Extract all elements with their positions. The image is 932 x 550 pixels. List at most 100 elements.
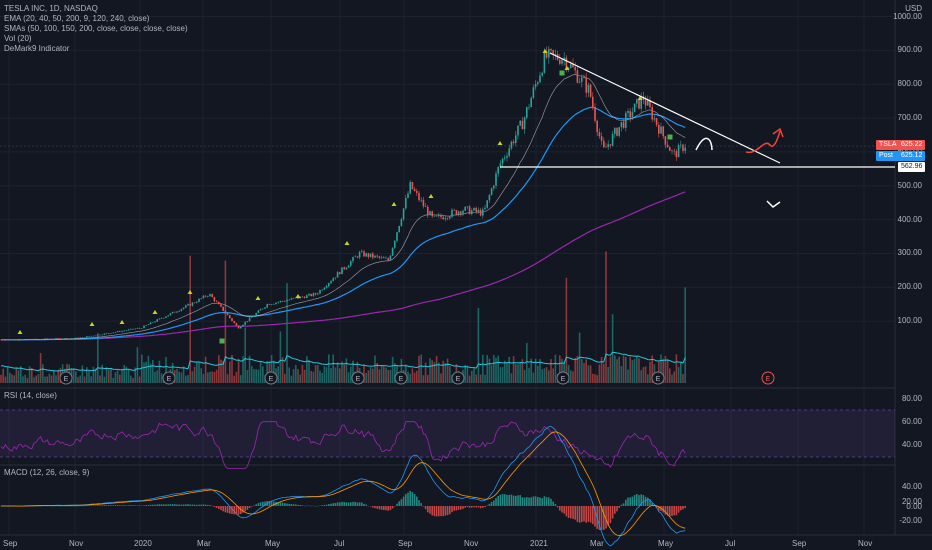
volume-bar [323, 366, 326, 383]
macd-hist-bar [574, 506, 576, 520]
candle [24, 338, 26, 340]
candle [251, 315, 253, 318]
macd-hist-bar [176, 504, 178, 506]
candle [405, 194, 407, 210]
macd-hist-bar [521, 497, 524, 506]
support-price-tag: 562.96 [898, 162, 926, 172]
ema50-line [1, 106, 686, 341]
macd-hist-bar [233, 506, 235, 515]
candle [596, 119, 598, 137]
candle [26, 338, 29, 340]
volume-bar [246, 369, 249, 383]
candle [563, 52, 565, 66]
macd-hist-bar [572, 506, 574, 519]
candle [495, 170, 497, 189]
candle [198, 297, 200, 303]
indicator-demark[interactable]: DeMark9 Indicator [4, 44, 70, 53]
volume-bar [495, 357, 497, 383]
candle [138, 327, 141, 329]
macd-hist-bar [121, 505, 123, 506]
volume-bar [279, 331, 282, 383]
candle [319, 289, 321, 295]
volume-bar [517, 364, 519, 383]
rsi-title[interactable]: RSI (14, close) [4, 391, 57, 400]
macd-hist-bar [462, 506, 464, 509]
demark-sell-marker [295, 294, 301, 298]
bullish-projection-path[interactable] [745, 130, 781, 154]
macd-hist-bar [655, 506, 658, 508]
volume-bar [636, 355, 638, 383]
candle [372, 251, 374, 260]
macd-hist-bar [134, 505, 136, 506]
candle [508, 144, 510, 158]
candle [343, 266, 345, 271]
candle [673, 148, 675, 156]
candle [515, 131, 517, 147]
volume-bar [13, 375, 15, 383]
macd-hist-bar [554, 504, 557, 506]
volume-bar [229, 361, 231, 383]
svg-text:E: E [64, 376, 69, 383]
macd-hist-bar [264, 501, 266, 506]
volume-bar [603, 363, 605, 383]
candle [240, 326, 242, 329]
macd-hist-bar [259, 502, 262, 506]
macd-hist-bar [101, 505, 103, 506]
volume-bar [596, 375, 598, 383]
candle [229, 315, 231, 319]
macd-hist-bar [185, 504, 187, 506]
macd-hist-bar [537, 497, 539, 506]
volume-bar [675, 354, 678, 383]
volume-bar [105, 367, 108, 383]
demark-buy-marker [667, 134, 673, 140]
volume-bar [306, 356, 308, 383]
candle [651, 104, 653, 123]
macd-hist-bar [680, 506, 682, 511]
macd-hist-bar [323, 505, 326, 506]
macd-hist-bar [108, 505, 110, 506]
macd-hist-bar [433, 506, 436, 517]
indicator-ema[interactable]: EMA (20, 40, 50, 200, 9, 120, 240, close… [4, 14, 150, 23]
indicator-sma[interactable]: SMAs (50, 100, 150, 200, close, close, c… [4, 24, 188, 33]
macd-hist-bar [262, 501, 264, 506]
macd-hist-bar [671, 506, 673, 517]
macd-hist-bar [541, 498, 543, 506]
volume-bar [666, 359, 669, 383]
candle [290, 297, 293, 300]
candle [662, 125, 664, 139]
candle [310, 293, 312, 297]
volume-bar [530, 358, 532, 383]
candle [55, 337, 57, 340]
macd-title[interactable]: MACD (12, 26, close, 9) [4, 468, 90, 477]
demark-sell-marker [344, 241, 350, 245]
candle [321, 289, 323, 291]
indicator-volume[interactable]: Vol (20) [4, 34, 32, 43]
candle [438, 212, 440, 219]
candle [574, 62, 576, 74]
volume-bar [526, 342, 528, 383]
candle [103, 333, 106, 336]
volume-bar [114, 372, 117, 383]
macd-hist-bar [501, 494, 504, 506]
candle [620, 121, 623, 132]
candle [4, 339, 7, 341]
macd-hist-bar [460, 506, 462, 510]
candle [429, 210, 431, 216]
candle [147, 324, 150, 326]
candle [270, 304, 273, 306]
candle [125, 330, 128, 332]
volume-bar [486, 355, 488, 383]
macd-hist-bar [581, 506, 583, 523]
macd-hist-bar [286, 503, 288, 506]
resistance-trendline[interactable] [549, 52, 781, 164]
symbol-title[interactable]: TESLA INC, 1D, NASDAQ [4, 4, 98, 13]
candle [176, 310, 178, 314]
future-earnings-marker[interactable] [761, 371, 775, 385]
macd-hist-bar [273, 501, 275, 506]
volume-bar [633, 358, 636, 383]
candle [358, 250, 361, 260]
bearish-projection-path[interactable] [695, 137, 713, 151]
macd-hist-bar [622, 503, 625, 506]
time-tick: May [658, 539, 674, 548]
